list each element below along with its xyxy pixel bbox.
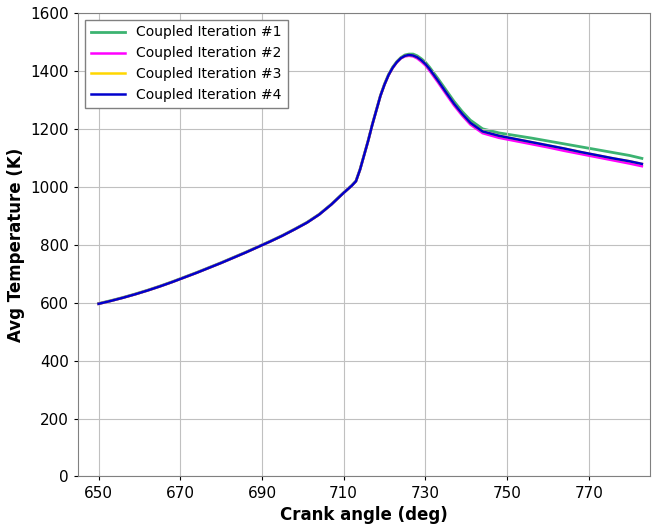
Coupled Iteration #3 — [638, 161, 646, 167]
Coupled Iteration #1 — [119, 294, 127, 301]
X-axis label: Crank angle (deg): Crank angle (deg) — [281, 506, 448, 524]
Y-axis label: Avg Temperature (K): Avg Temperature (K) — [7, 148, 25, 342]
Coupled Iteration #4 — [426, 66, 434, 72]
Coupled Iteration #2 — [95, 301, 102, 307]
Coupled Iteration #3 — [426, 66, 434, 72]
Coupled Iteration #3 — [405, 52, 413, 58]
Coupled Iteration #4 — [360, 152, 368, 158]
Coupled Iteration #4 — [131, 291, 139, 297]
Coupled Iteration #3 — [421, 61, 429, 67]
Coupled Iteration #1 — [638, 155, 646, 161]
Coupled Iteration #1 — [405, 51, 413, 57]
Coupled Iteration #2 — [426, 67, 434, 74]
Coupled Iteration #2 — [119, 295, 127, 301]
Coupled Iteration #3 — [360, 152, 368, 158]
Coupled Iteration #2 — [405, 53, 413, 59]
Line: Coupled Iteration #2: Coupled Iteration #2 — [99, 56, 642, 304]
Coupled Iteration #4 — [638, 161, 646, 167]
Coupled Iteration #1 — [95, 301, 102, 307]
Coupled Iteration #4 — [405, 52, 413, 58]
Coupled Iteration #2 — [421, 62, 429, 68]
Coupled Iteration #3 — [95, 301, 102, 307]
Coupled Iteration #3 — [131, 291, 139, 297]
Coupled Iteration #4 — [421, 61, 429, 67]
Coupled Iteration #2 — [638, 163, 646, 169]
Coupled Iteration #2 — [279, 233, 286, 239]
Coupled Iteration #1 — [279, 232, 286, 238]
Coupled Iteration #1 — [360, 152, 368, 158]
Coupled Iteration #3 — [119, 295, 127, 301]
Coupled Iteration #4 — [95, 301, 102, 307]
Line: Coupled Iteration #3: Coupled Iteration #3 — [99, 55, 642, 304]
Legend: Coupled Iteration #1, Coupled Iteration #2, Coupled Iteration #3, Coupled Iterat: Coupled Iteration #1, Coupled Iteration … — [85, 20, 288, 108]
Coupled Iteration #2 — [131, 291, 139, 297]
Line: Coupled Iteration #4: Coupled Iteration #4 — [99, 55, 642, 304]
Coupled Iteration #4 — [279, 233, 286, 239]
Coupled Iteration #1 — [421, 59, 429, 65]
Coupled Iteration #1 — [131, 291, 139, 297]
Line: Coupled Iteration #1: Coupled Iteration #1 — [99, 54, 642, 304]
Coupled Iteration #3 — [279, 233, 286, 239]
Coupled Iteration #1 — [426, 64, 434, 70]
Coupled Iteration #2 — [360, 152, 368, 158]
Coupled Iteration #4 — [119, 295, 127, 301]
